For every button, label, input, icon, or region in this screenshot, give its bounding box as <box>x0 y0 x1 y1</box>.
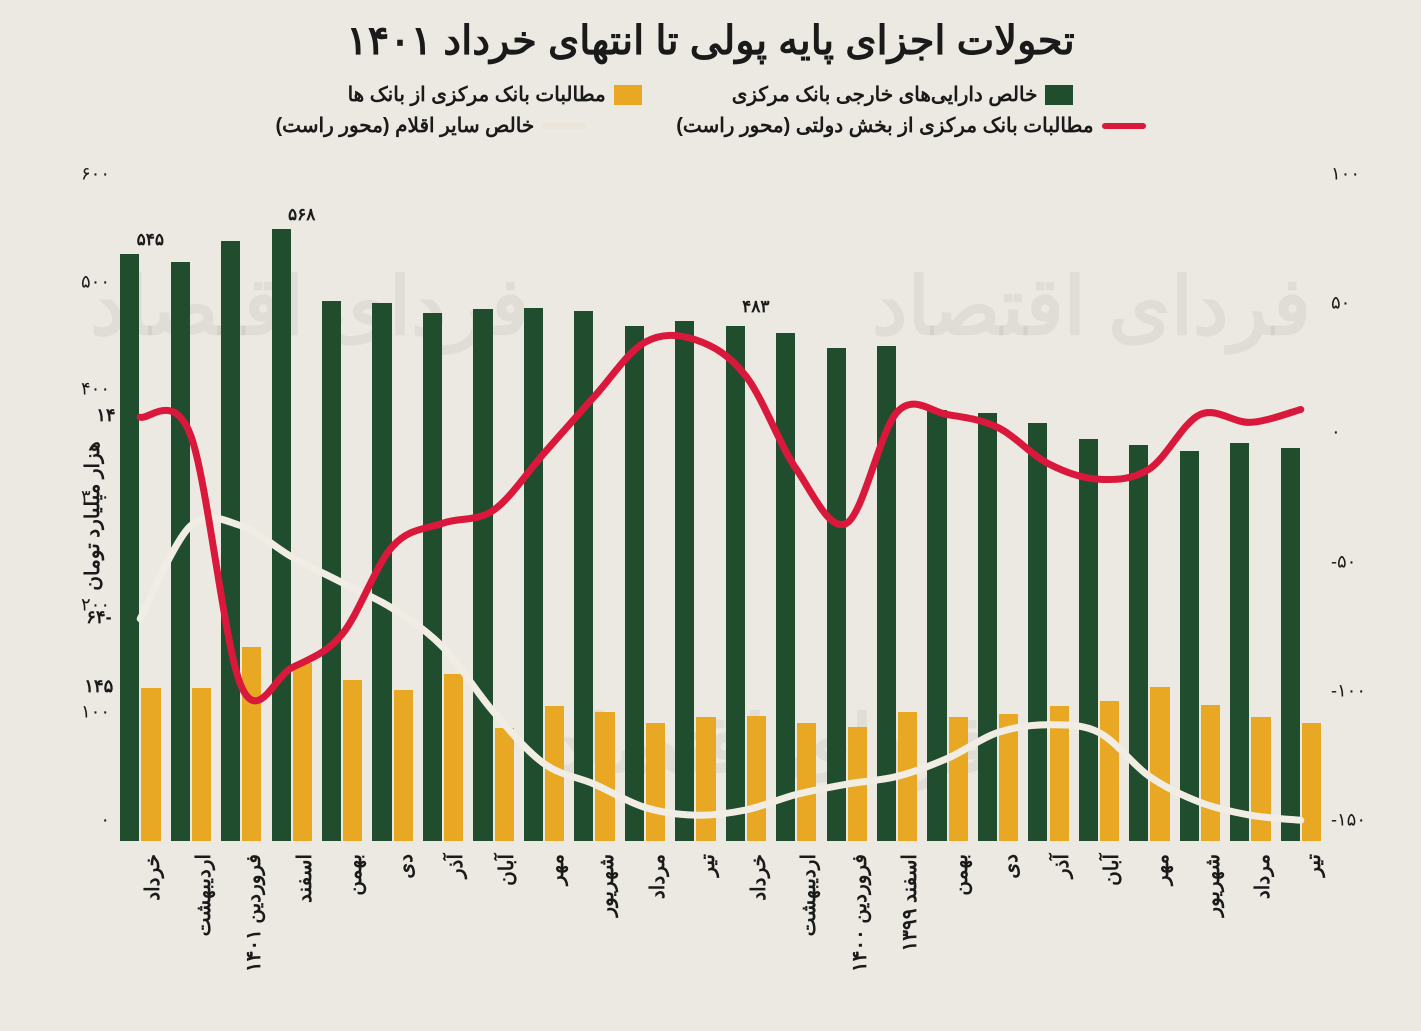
legend-label: خالص دارایی‌های خارجی بانک مرکزی <box>732 82 1038 107</box>
x-tick-label: تیر <box>1276 846 1326 1031</box>
x-tick-label: مرداد <box>620 846 670 1031</box>
legend-label: مطالبات بانک مرکزی از بانک ها <box>348 82 606 107</box>
x-tick-label: اسفند ۱۳۹۹ <box>872 846 922 1031</box>
y-left-tick: ۶۰۰ <box>81 164 110 185</box>
y-left-tick: ۳۰۰ <box>81 487 110 508</box>
legend-label: مطالبات بانک مرکزی از بخش دولتی (محور را… <box>676 113 1093 138</box>
x-tick-label: مرداد <box>1225 846 1275 1031</box>
x-tick-label: شهریور <box>569 846 619 1031</box>
y-left-tick: ۰ <box>100 810 110 831</box>
x-tick-label: بهمن <box>317 846 367 1031</box>
y-axis-left: ۰۱۰۰۲۰۰۳۰۰۴۰۰۵۰۰۶۰۰ <box>70 195 110 841</box>
x-tick-label: مهر <box>1124 846 1174 1031</box>
y-right-tick: -۱۵۰ <box>1331 810 1366 831</box>
y-right-tick: -۵۰ <box>1331 551 1356 572</box>
bar-value-label: ۵۶۸ <box>288 205 315 225</box>
x-tick-label: فروردین ۱۴۰۰ <box>821 846 871 1031</box>
line-overlay <box>115 195 1326 841</box>
bar-value-label: ۴۸۳ <box>742 297 769 317</box>
x-tick-label: آبان <box>468 846 518 1031</box>
red-line-end-label: ۱۴ <box>96 405 115 426</box>
x-axis-labels: تیرمردادشهریورمهرآبانآذردیبهمناسفند ۱۳۹۹… <box>115 846 1326 1031</box>
x-tick-label: اردیبهشت <box>771 846 821 1031</box>
y-right-tick: ۱۰۰ <box>1331 164 1360 185</box>
x-tick-label: تیر <box>670 846 720 1031</box>
x-tick-label: آبان <box>1074 846 1124 1031</box>
x-tick-label: دی <box>367 846 417 1031</box>
x-tick-label: آذر <box>1023 846 1073 1031</box>
legend-swatch <box>1045 85 1073 105</box>
x-tick-label: فروردین ۱۴۰۱ <box>216 846 266 1031</box>
bar-value-label: ۵۴۵ <box>137 230 164 250</box>
x-tick-label: بهمن <box>922 846 972 1031</box>
legend-line-swatch <box>542 123 586 129</box>
y-left-tick: ۴۰۰ <box>81 379 110 400</box>
legend-item: مطالبات بانک مرکزی از بانک ها <box>348 82 642 107</box>
y-right-tick: ۵۰ <box>1331 293 1350 314</box>
legend-line-swatch <box>1102 123 1146 129</box>
y-left-tick: ۵۰۰ <box>81 271 110 292</box>
y-right-tick: ۰ <box>1331 422 1341 443</box>
legend-item: خالص دارایی‌های خارجی بانک مرکزی <box>732 82 1074 107</box>
x-tick-label: اردیبهشت <box>166 846 216 1031</box>
x-tick-label: آذر <box>418 846 468 1031</box>
legend-label: خالص سایر اقلام (محور راست) <box>275 113 534 138</box>
chart-plot-area: ۴۸۳۵۶۸۵۴۵۱۴-۶۴۱۴۵ <box>115 195 1326 841</box>
legend-row-2: مطالبات بانک مرکزی از بخش دولتی (محور را… <box>275 113 1145 138</box>
red_line <box>140 335 1301 701</box>
yellow-end-label: ۱۴۵ <box>84 676 113 697</box>
legend: خالص دارایی‌های خارجی بانک مرکزی مطالبات … <box>0 82 1421 138</box>
legend-item: خالص سایر اقلام (محور راست) <box>275 113 586 138</box>
white-line-end-label: -۶۴ <box>86 607 111 628</box>
x-tick-label: خرداد <box>115 846 165 1031</box>
chart-title: تحولات اجزای پایه پولی تا انتهای خرداد ۱… <box>0 0 1421 64</box>
x-tick-label: شهریور <box>1175 846 1225 1031</box>
legend-swatch <box>614 85 642 105</box>
x-tick-label: خرداد <box>721 846 771 1031</box>
x-tick-label: اسفند <box>266 846 316 1031</box>
x-tick-label: مهر <box>519 846 569 1031</box>
y-right-tick: -۱۰۰ <box>1331 680 1366 701</box>
white_line <box>140 518 1301 821</box>
y-axis-right: -۱۵۰-۱۰۰-۵۰۰۵۰۱۰۰ <box>1331 195 1381 841</box>
legend-row-1: خالص دارایی‌های خارجی بانک مرکزی مطالبات … <box>348 82 1074 107</box>
x-tick-label: دی <box>973 846 1023 1031</box>
y-left-tick: ۱۰۰ <box>81 702 110 723</box>
legend-item: مطالبات بانک مرکزی از بخش دولتی (محور را… <box>676 113 1145 138</box>
